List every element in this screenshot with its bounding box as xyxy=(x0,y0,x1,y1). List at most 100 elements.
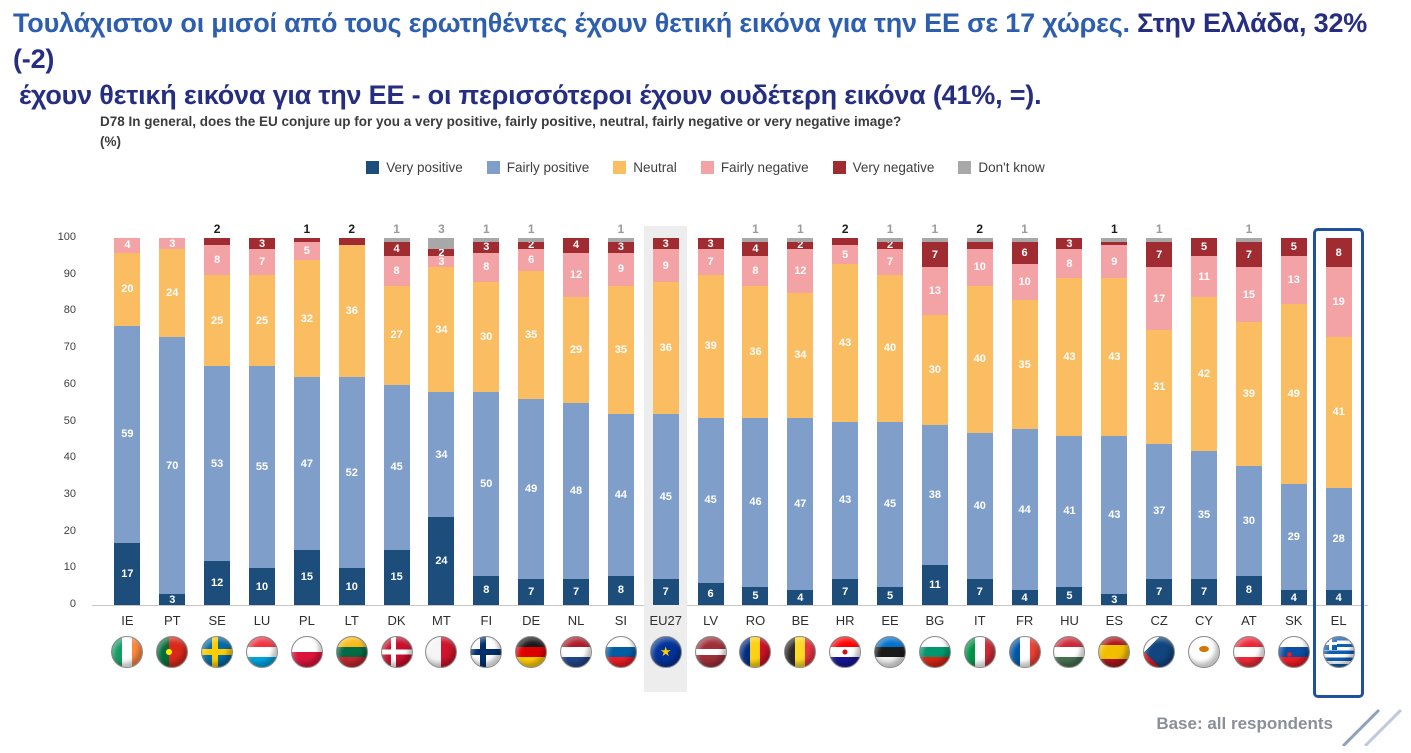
segment-value-label: 49 xyxy=(525,483,538,496)
segment-vn: 5 xyxy=(1280,238,1307,257)
segment-n: 43 xyxy=(832,263,859,422)
bar-zone: 10 55 25 7 3 xyxy=(240,226,285,605)
segment-fn: 13 xyxy=(1280,256,1307,305)
segment-vp: 24 xyxy=(428,516,455,605)
segment-value-label: 7 xyxy=(572,586,580,599)
segment-vp: 4 xyxy=(1280,590,1307,605)
bar-zone: 11 38 30 13 7 1 xyxy=(912,223,957,605)
stacked-bar: 17 59 20 4 xyxy=(114,238,141,605)
segment-value-label: 52 xyxy=(345,466,358,479)
segment-fn: 12 xyxy=(787,249,814,294)
segment-vn: 3 xyxy=(473,241,500,253)
stacked-bar: 8 50 30 8 3 1 xyxy=(473,223,500,605)
stacked-bar: 3 43 43 9 1 xyxy=(1101,223,1128,606)
bar-zone: 5 45 40 7 2 1 xyxy=(868,223,913,605)
segment-vn: 4 xyxy=(383,241,410,257)
segment-value-label: 45 xyxy=(390,461,403,474)
segment-value-label: 3 xyxy=(169,593,176,606)
segment-value-label: 41 xyxy=(1063,505,1076,518)
y-tick-label: 70 xyxy=(63,341,76,354)
flag-wrap xyxy=(374,633,419,680)
segment-n: 25 xyxy=(249,274,275,367)
stacked-bar: 3 70 24 3 xyxy=(159,238,186,606)
segment-vn: 4 xyxy=(563,238,590,253)
segment-vp: 8 xyxy=(607,575,634,605)
segment-fn: 8 xyxy=(383,256,410,286)
segment-fn: 13 xyxy=(921,267,948,316)
x-axis-line xyxy=(92,605,1368,606)
segment-vn: 3 xyxy=(249,238,275,250)
segment-dk xyxy=(1235,238,1262,242)
flag-wrap xyxy=(823,633,868,680)
segment-n: 49 xyxy=(1280,304,1307,484)
segment-value-label: 30 xyxy=(1242,514,1256,527)
bar-zone: 7 49 35 6 2 1 xyxy=(509,223,554,605)
segment-fn: 9 xyxy=(1101,245,1128,279)
segment-value-label: 3 xyxy=(707,237,714,250)
segment-value-label: 30 xyxy=(928,364,942,377)
stacked-bar: 7 35 42 11 5 xyxy=(1191,238,1218,605)
segment-value-label: 4 xyxy=(1335,591,1342,604)
segment-n: 36 xyxy=(338,245,365,378)
segment-value-label: 19 xyxy=(1332,296,1345,309)
segment-dk xyxy=(428,238,455,250)
segment-dk xyxy=(607,238,634,242)
title-text-main: Τουλάχιστον οι μισοί από τους ερωτηθέντε… xyxy=(13,8,1138,38)
segment-value-label: 15 xyxy=(390,571,403,584)
segment-fn: 5 xyxy=(832,245,859,264)
country-code-label: PT xyxy=(163,613,181,628)
segment-fp: 45 xyxy=(383,384,410,550)
y-tick-label: 100 xyxy=(57,231,76,243)
country-code-label: HR xyxy=(835,613,855,628)
flag-de-icon xyxy=(515,636,548,668)
stacked-bar: 6 45 39 7 3 xyxy=(697,237,724,605)
segment-value-label: 6 xyxy=(707,587,714,600)
segment-value-label: 29 xyxy=(569,343,583,356)
segment-dk xyxy=(921,238,948,242)
segment-value-label: 44 xyxy=(614,488,627,501)
bar-column-sk: 4 29 49 13 5 SK xyxy=(1271,226,1316,680)
segment-value-label: 8 xyxy=(752,265,759,278)
country-code-label: EL xyxy=(1330,613,1347,628)
bar-zone: 15 47 32 5 1 xyxy=(284,223,329,605)
segment-fn: 8 xyxy=(473,252,500,283)
segment-value-label: 70 xyxy=(166,459,179,472)
above-bar-label: 1 xyxy=(393,222,400,237)
segment-vp: 7 xyxy=(966,579,993,605)
above-bar-label: 1 xyxy=(752,222,759,237)
segment-fn: 11 xyxy=(1191,256,1218,297)
segment-vn: 3 xyxy=(697,237,724,250)
segment-fp: 34 xyxy=(428,392,455,517)
segment-value-label: 7 xyxy=(1200,586,1208,599)
y-tick-label: 90 xyxy=(63,267,76,280)
segment-n: 30 xyxy=(473,282,500,393)
bar-column-se: 12 53 25 8 2 SE xyxy=(195,223,240,680)
bar-zone: 7 43 43 5 2 xyxy=(823,223,868,605)
segment-value-label: 6 xyxy=(1021,246,1028,259)
stacked-bar: 4 44 35 10 6 1 xyxy=(1011,223,1038,605)
above-bar-label: 1 xyxy=(1245,222,1253,237)
country-code-label: AT xyxy=(1241,613,1257,628)
segment-value-label: 7 xyxy=(707,255,714,268)
flag-mt-icon xyxy=(425,636,458,668)
segment-value-label: 10 xyxy=(255,580,269,593)
segment-value-label: 8 xyxy=(483,261,490,274)
segment-fp: 47 xyxy=(293,377,320,550)
flag-ee-icon xyxy=(874,636,907,668)
segment-value-label: 24 xyxy=(435,554,448,567)
segment-value-label: 4 xyxy=(572,239,580,252)
segment-value-label: 5 xyxy=(303,244,310,257)
segment-vn: 7 xyxy=(1235,241,1262,268)
bar-column-hu: 5 41 43 8 3 HU xyxy=(1047,226,1092,680)
segment-fp: 47 xyxy=(787,417,814,591)
bar-column-lu: 10 55 25 7 3 LU xyxy=(240,226,285,680)
segment-fp: 70 xyxy=(159,337,186,594)
segment-value-label: 35 xyxy=(525,329,538,342)
segment-value-label: 40 xyxy=(883,342,897,355)
segment-value-label: 15 xyxy=(300,571,313,584)
segment-value-label: 43 xyxy=(839,494,852,507)
segment-n: 29 xyxy=(563,296,590,404)
segment-value-label: 5 xyxy=(842,248,849,261)
segment-vp: 7 xyxy=(518,579,545,605)
flag-wrap xyxy=(912,633,957,680)
